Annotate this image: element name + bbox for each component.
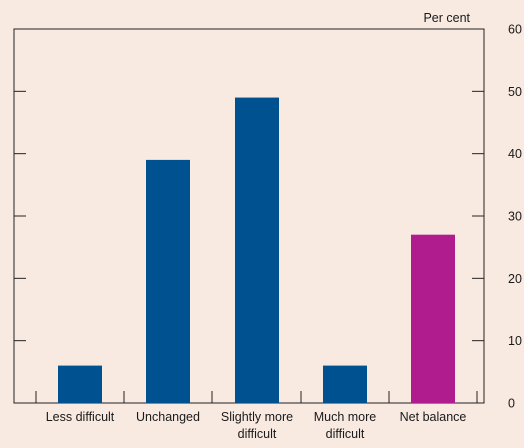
y-tick-label: 40 (508, 147, 522, 161)
category-label-line: Net balance (400, 410, 467, 424)
unit-label: Per cent (423, 11, 470, 25)
category-label-line: Less difficult (46, 410, 115, 424)
bar-1 (146, 159, 190, 403)
category-label: Less difficult (46, 410, 115, 424)
category-label-line: difficult (238, 427, 277, 441)
category-label: Unchanged (136, 410, 200, 424)
y-tick-label: 50 (508, 85, 522, 99)
category-label-line: Unchanged (136, 410, 200, 424)
y-tick-label: 30 (508, 210, 522, 224)
category-label: Net balance (400, 410, 467, 424)
bar-3 (323, 365, 367, 403)
y-tick-label: 60 (508, 23, 522, 37)
bar-0 (58, 365, 102, 403)
y-tick-label: 10 (508, 334, 522, 348)
y-tick-label: 20 (508, 272, 522, 286)
bars (58, 97, 455, 404)
y-tick-label: 0 (508, 397, 515, 411)
bar-4 (411, 234, 455, 403)
category-label-line: Much more (314, 410, 377, 424)
category-label: Much more difficult (314, 410, 377, 441)
bar-2 (235, 97, 279, 404)
category-label: Slightly more difficult (221, 410, 293, 441)
y-axis-ticks: 0 10 20 30 40 50 60 (14, 23, 522, 411)
category-label-line: difficult (326, 427, 365, 441)
category-labels: Less difficult Unchanged Slightly more diff… (46, 410, 467, 441)
category-label-line: Slightly more (221, 410, 293, 424)
x-axis-ticks (35, 391, 478, 403)
